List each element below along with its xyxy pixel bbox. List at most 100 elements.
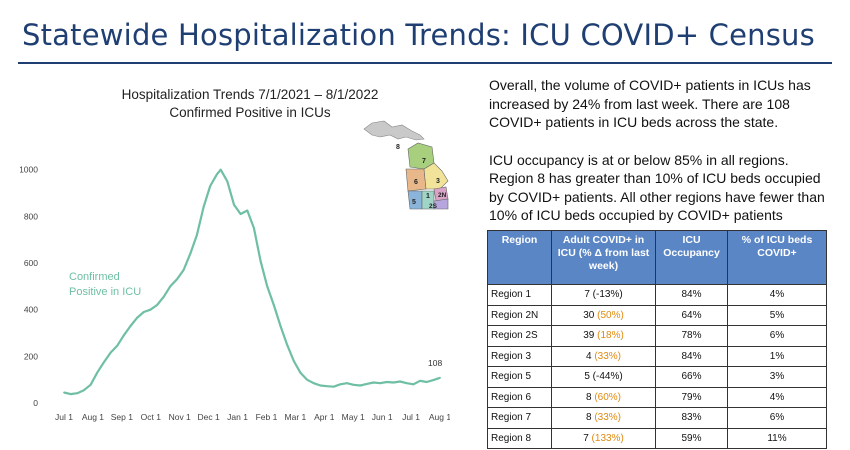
- pct-covid-cell: 5%: [727, 304, 827, 326]
- icu-census-line-chart: 0 200 400 600 800 1000 Jul 1 Aug 1 Sep 1 Oct 1 Nov…: [20, 165, 450, 422]
- adult-covid-count: 8: [585, 412, 592, 424]
- header-adult-covid: Adult COVID+ in ICU (% Δ from last week): [551, 230, 656, 285]
- map-label-6: 6: [414, 179, 418, 186]
- data-point: [246, 209, 249, 212]
- pct-covid-cell: 4%: [727, 386, 827, 408]
- data-point: [439, 376, 441, 379]
- end-value-label: 108: [428, 358, 442, 368]
- data-point: [339, 383, 342, 386]
- table-header-row: Region Adult COVID+ in ICU (% Δ from las…: [487, 230, 827, 285]
- map-region-3: [423, 162, 449, 190]
- data-point: [379, 382, 382, 385]
- x-tick-label: Jun 1: [372, 412, 393, 422]
- weekly-change: (33%): [594, 412, 622, 424]
- summary-paragraph-1: Overall, the volume of COVID+ patients i…: [489, 77, 811, 130]
- occupancy-cell: 83%: [655, 407, 728, 429]
- weekly-change: (133%): [591, 432, 624, 444]
- pct-covid-cell: 6%: [727, 407, 827, 429]
- x-tick-label: Apr 1: [314, 412, 335, 422]
- data-point: [312, 382, 315, 385]
- table-row: Region 2N 30 (50%) 64% 5%: [487, 304, 827, 326]
- region-cell: Region 6: [487, 386, 552, 408]
- data-point: [306, 378, 308, 381]
- occupancy-cell: 59%: [655, 427, 728, 449]
- data-point: [352, 383, 355, 386]
- data-point: [122, 334, 125, 337]
- pct-covid-cell: 4%: [727, 284, 827, 306]
- data-point: [332, 385, 335, 388]
- adult-covid-count: 8: [585, 391, 592, 403]
- region-icu-table: Region Adult COVID+ in ICU (% Δ from las…: [487, 230, 827, 449]
- data-point: [279, 325, 282, 327]
- map-label-2s: 2S: [429, 203, 438, 210]
- count-cell: 7 (-13%): [551, 284, 656, 306]
- data-point: [412, 383, 415, 386]
- weekly-change: (50%): [597, 309, 624, 321]
- adult-covid-count: 7: [584, 289, 590, 301]
- region-cell: Region 8: [487, 427, 552, 449]
- occupancy-cell: 84%: [655, 284, 728, 306]
- region-cell: Region 5: [487, 366, 552, 388]
- data-point: [326, 385, 328, 388]
- data-point: [372, 381, 375, 384]
- map-label-1: 1: [426, 193, 430, 200]
- data-point: [196, 234, 198, 236]
- y-tick-label: 800: [24, 211, 38, 221]
- data-point: [219, 168, 222, 171]
- data-point: [169, 285, 172, 288]
- data-point: [366, 383, 368, 385]
- x-tick-label: Feb 1: [256, 412, 278, 422]
- data-point: [419, 379, 421, 382]
- y-tick-label: 0: [33, 398, 38, 408]
- data-point: [286, 343, 288, 346]
- data-point: [299, 371, 302, 374]
- data-point: [259, 259, 262, 262]
- data-point: [266, 285, 269, 288]
- x-tick-label: Dec 1: [198, 412, 220, 422]
- data-point: [156, 304, 159, 306]
- weekly-change: (-44%): [592, 371, 623, 383]
- x-tick-label: Jul 1: [402, 412, 420, 422]
- adult-covid-count: 39: [583, 330, 595, 342]
- count-cell: 39 (18%): [551, 325, 656, 347]
- adult-covid-count: 4: [585, 350, 592, 362]
- header-icu-occupancy: ICU Occupancy: [655, 230, 728, 285]
- table-row: Region 2S 39 (18%) 78% 6%: [487, 325, 827, 347]
- data-point: [176, 278, 178, 281]
- occupancy-cell: 84%: [655, 345, 728, 367]
- data-point: [392, 381, 395, 384]
- data-point: [202, 206, 205, 208]
- data-point: [319, 384, 322, 387]
- data-point: [233, 203, 235, 206]
- occupancy-cell: 78%: [655, 325, 728, 347]
- data-point: [253, 227, 255, 229]
- data-point: [405, 382, 408, 385]
- x-tick-label: Jul 1: [55, 412, 73, 422]
- count-cell: 8 (33%): [551, 407, 656, 429]
- data-point: [96, 371, 99, 374]
- occupancy-cell: 79%: [655, 386, 728, 408]
- x-tick-label: Mar 1: [285, 412, 307, 422]
- count-cell: 4 (33%): [551, 345, 656, 367]
- series-line-confirmed-positive-icu: [63, 168, 441, 396]
- data-point: [399, 380, 401, 383]
- data-point: [272, 304, 275, 306]
- summary-paragraph-2: ICU occupancy is at or below 85% in all …: [489, 151, 825, 224]
- count-cell: 7 (133%): [551, 427, 656, 449]
- data-point: [83, 389, 85, 392]
- map-label-5: 5: [412, 199, 416, 206]
- chart-title-line-1: Hospitalization Trends 7/1/2021 – 8/1/20…: [121, 87, 379, 102]
- x-tick-label: May 1: [342, 412, 365, 422]
- map-label-2n: 2N: [438, 192, 447, 199]
- count-cell: 5 (-44%): [551, 366, 656, 388]
- slide-title: Statewide Hospitalization Trends: ICU CO…: [22, 18, 815, 52]
- data-point: [182, 269, 185, 271]
- x-tick-label: Aug 1: [429, 412, 450, 422]
- weekly-change: (-13%): [592, 289, 623, 301]
